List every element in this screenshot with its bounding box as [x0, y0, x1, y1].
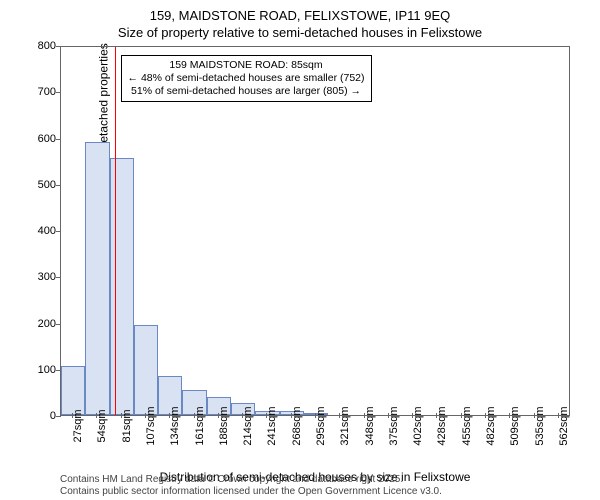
x-tick: 295sqm	[315, 406, 327, 445]
annotation-line2: ← 48% of semi-detached houses are smalle…	[128, 72, 365, 85]
x-tick: 402sqm	[412, 406, 424, 445]
x-tick: 348sqm	[364, 406, 376, 445]
annotation-line1: 159 MAIDSTONE ROAD: 85sqm	[128, 59, 365, 72]
y-tick: 300	[20, 271, 56, 283]
x-tick: 107sqm	[145, 406, 157, 445]
x-tick: 188sqm	[218, 406, 230, 445]
x-axis: 27sqm54sqm81sqm107sqm134sqm161sqm188sqm2…	[60, 418, 570, 466]
y-tick: 700	[20, 86, 56, 98]
x-tick: 428sqm	[436, 406, 448, 445]
footer-attribution: Contains HM Land Registry data © Crown c…	[60, 474, 442, 498]
annotation-line3: 51% of semi-detached houses are larger (…	[128, 85, 365, 98]
property-marker-line	[115, 47, 116, 415]
histogram-bar	[85, 142, 109, 415]
y-tick: 600	[20, 133, 56, 145]
y-tick: 0	[20, 410, 56, 422]
chart-title-sub: Size of property relative to semi-detach…	[0, 23, 600, 40]
histogram-bar	[61, 366, 85, 415]
x-tick: 535sqm	[534, 406, 546, 445]
x-tick: 375sqm	[388, 406, 400, 445]
x-tick: 214sqm	[242, 406, 254, 445]
x-tick: 268sqm	[291, 406, 303, 445]
y-tick: 500	[20, 179, 56, 191]
x-tick: 241sqm	[266, 406, 278, 445]
x-tick: 134sqm	[169, 406, 181, 445]
x-tick: 161sqm	[194, 406, 206, 445]
chart-title-main: 159, MAIDSTONE ROAD, FELIXSTOWE, IP11 9E…	[0, 0, 600, 23]
histogram-bar	[110, 158, 134, 415]
chart-container: Number of semi-detached properties 159 M…	[60, 46, 570, 416]
x-tick: 455sqm	[461, 406, 473, 445]
x-tick: 54sqm	[96, 409, 108, 442]
y-tick: 800	[20, 40, 56, 52]
x-tick: 27sqm	[72, 409, 84, 442]
histogram-bar	[134, 325, 158, 415]
x-tick: 81sqm	[121, 409, 133, 442]
y-tick: 100	[20, 364, 56, 376]
x-tick: 321sqm	[339, 406, 351, 445]
footer-line1: Contains HM Land Registry data © Crown c…	[60, 474, 442, 486]
y-axis: 0100200300400500600700800	[20, 46, 56, 416]
y-tick: 200	[20, 318, 56, 330]
x-tick: 562sqm	[558, 406, 570, 445]
annotation-box: 159 MAIDSTONE ROAD: 85sqm ← 48% of semi-…	[121, 55, 372, 102]
plot-area: 159 MAIDSTONE ROAD: 85sqm ← 48% of semi-…	[60, 46, 570, 416]
y-tick: 400	[20, 225, 56, 237]
footer-line2: Contains public sector information licen…	[60, 486, 442, 498]
x-tick: 482sqm	[485, 406, 497, 445]
x-tick: 509sqm	[509, 406, 521, 445]
